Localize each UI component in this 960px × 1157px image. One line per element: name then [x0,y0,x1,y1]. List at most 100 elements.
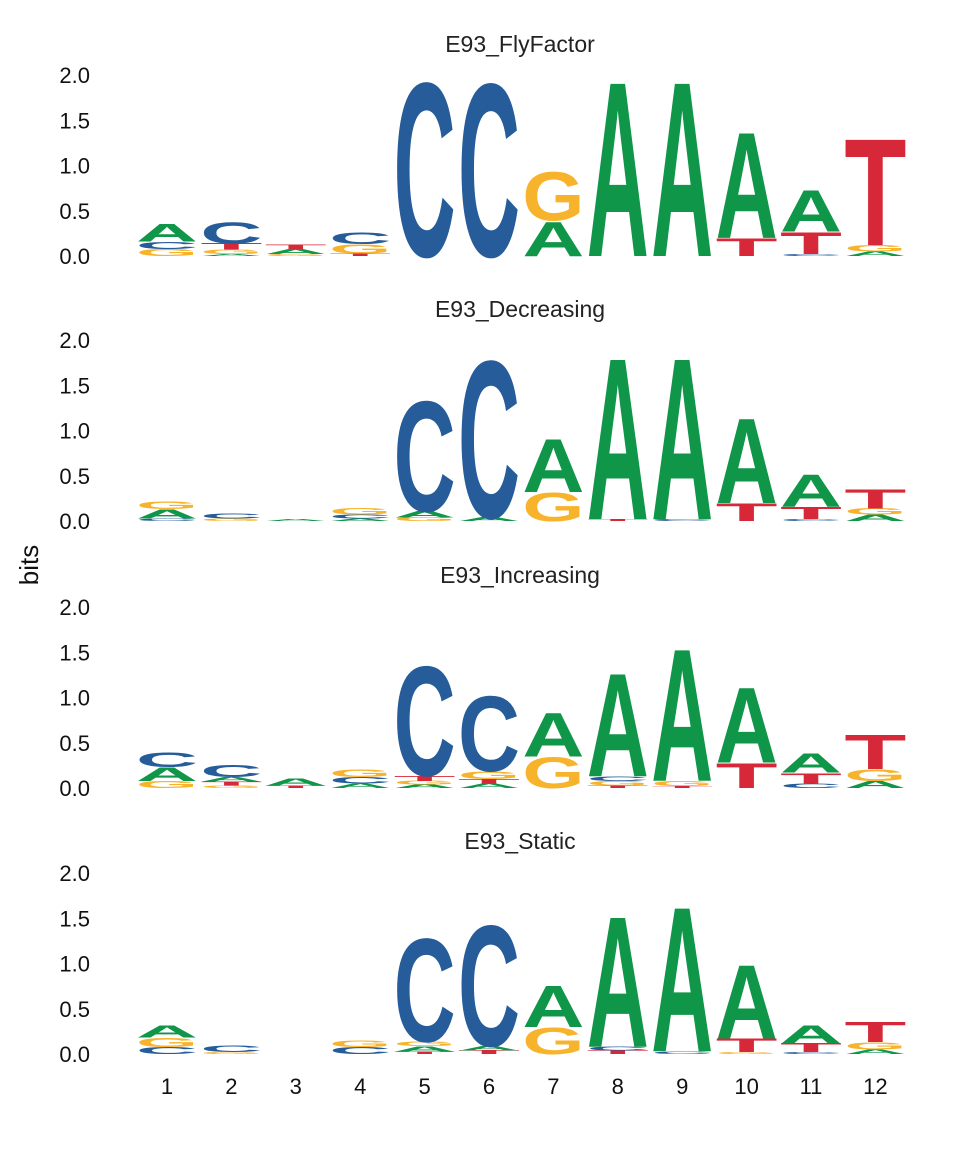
logo-letter-c: C [329,514,391,520]
logo-letter-c: C [200,1044,262,1054]
x-tick-label: 10 [734,1074,758,1099]
y-tick-label: 0.0 [59,1042,90,1067]
logo-letter-t: T [329,253,391,257]
panel-title: E93_Decreasing [435,296,605,322]
y-tick-label: 1.0 [59,686,90,711]
logo-letter-a: A [458,1045,520,1052]
logo-letter-t: T [394,774,456,782]
logo-letter-g: G [329,507,391,517]
logo-letter-t: T [780,770,842,787]
logo-letter-g: G [651,779,713,787]
y-tick-label: 0.0 [59,509,90,534]
logo-letter-c: C [458,889,520,1083]
logo-letter-c: C [394,31,456,309]
logo-letter-a: A [458,782,520,789]
x-tick-label: 4 [354,1074,366,1099]
y-tick-label: 2.0 [59,63,90,88]
logo-letter-t: T [265,785,327,789]
logo-letter-c: C [200,216,262,250]
logo-letter-c: C [200,511,262,519]
logo-letter-a: A [522,425,584,509]
logo-letter-g: G [522,1021,584,1063]
logo-letter-g: G [522,748,584,797]
logo-letter-t: T [780,1041,842,1055]
x-tick-label: 9 [676,1074,688,1099]
logo-letter-g: G [587,780,649,787]
logo-letter-t: T [844,483,906,514]
logo-letter-g: G [265,254,327,257]
y-tick-label: 0.5 [59,997,90,1022]
logo-letter-a: A [329,782,391,789]
logo-letter-a: A [522,699,584,769]
y-tick-label: 1.0 [59,952,90,977]
x-tick-label: 2 [225,1074,237,1099]
y-tick-label: 2.0 [59,328,90,353]
logo-letter-a: A [780,1021,842,1049]
logo-letter-c: C [780,1052,842,1055]
logo-letter-a: A [136,507,198,521]
logo-letter-a: A [844,513,906,523]
y-tick-label: 2.0 [59,595,90,620]
logo-letter-a: A [394,509,456,519]
logo-letter-a: A [522,212,584,267]
logo-letter-t: T [651,786,713,789]
logo-letter-a: A [716,665,778,785]
logo-letter-g: G [458,769,520,782]
panel-title: E93_FlyFactor [445,31,595,57]
logo-letter-c: C [780,782,842,789]
logo-letter-a: A [200,776,262,783]
logo-letter-a: A [587,877,649,1087]
logo-letter-t: T [844,725,906,780]
y-tick-label: 0.0 [59,776,90,801]
logo-letter-a: A [651,611,713,822]
logo-letter-a: A [265,519,327,522]
y-tick-label: 1.5 [59,373,90,398]
logo-letter-a: A [136,764,198,785]
logo-letter-a: A [587,310,649,569]
logo-letter-t: T [716,233,778,261]
y-axis-title: bits [14,545,44,585]
logo-letter-g: G [394,516,456,522]
logo-letter-c: C [458,315,520,566]
logo-letter-g: G [200,1052,262,1055]
logo-letter-a: A [716,944,778,1062]
y-tick-label: 0.5 [59,464,90,489]
y-tick-label: 2.0 [59,861,90,886]
logo-letter-g: G [136,247,198,258]
logo-letter-t: T [587,519,649,522]
logo-letter-a: A [651,310,713,569]
logo-letter-a: A [587,643,649,808]
logo-letter-t: T [200,242,262,252]
logo-letter-g: G [136,1035,198,1049]
panel-title: E93_Static [464,828,575,854]
logo-letter-a: A [844,1048,906,1055]
x-tick-label: 5 [418,1074,430,1099]
logo-letter-c: C [136,518,198,522]
x-tick-label: 12 [863,1074,887,1099]
logo-letter-g: G [716,1052,778,1055]
logo-letter-a: A [394,783,456,789]
logo-letter-t: T [716,756,778,796]
y-tick-label: 0.0 [59,244,90,269]
logo-letter-c: C [458,674,520,794]
logo-letter-t: T [844,1016,906,1049]
logo-letter-c: C [587,1046,649,1052]
logo-letter-c: C [394,368,456,544]
logo-letter-a: A [200,254,262,257]
logo-letter-g: G [522,157,584,235]
logo-letter-c: C [136,240,198,251]
x-tick-label: 7 [547,1074,559,1099]
logo-letter-a: A [716,101,778,271]
logo-letter-g: G [136,499,198,512]
logo-letter-a: A [522,973,584,1040]
x-tick-label: 6 [483,1074,495,1099]
logo-letter-a: A [136,219,198,247]
logo-letter-a: A [844,250,906,257]
logo-letter-g: G [394,1040,456,1047]
logo-letter-g: G [522,485,584,530]
logo-letter-c: C [329,230,391,248]
